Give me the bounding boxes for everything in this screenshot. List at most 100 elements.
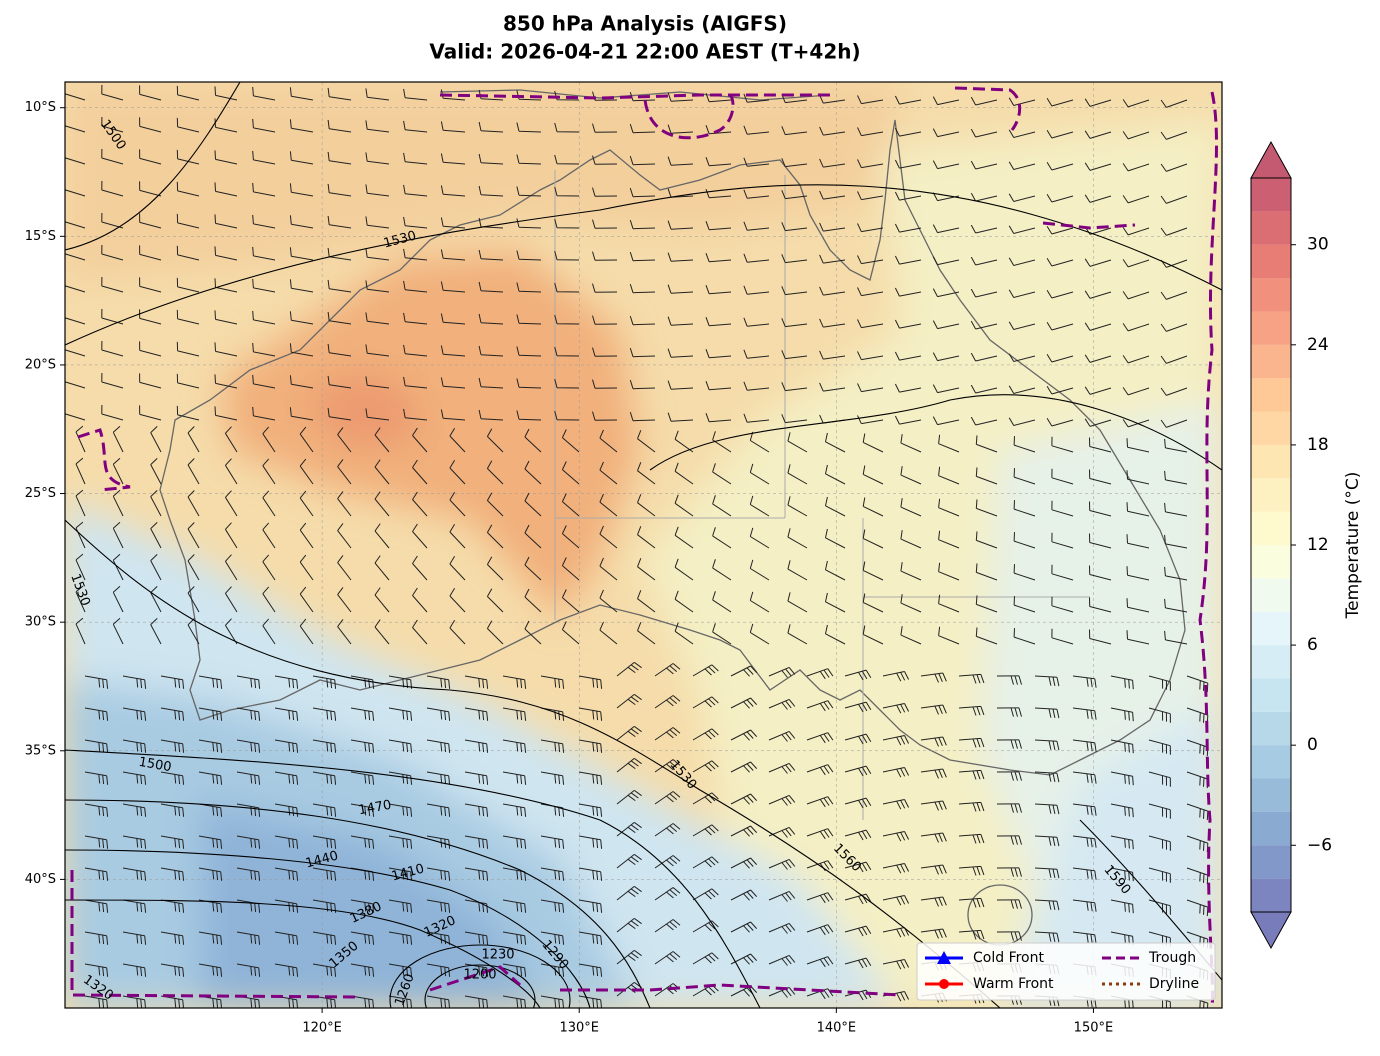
- wind-barb: [214, 150, 238, 165]
- wind-barb: [554, 250, 580, 261]
- wind-barb: [1008, 385, 1036, 394]
- wind-barb: [819, 350, 846, 360]
- wind-barb: [578, 771, 603, 785]
- wind-barb: [464, 899, 489, 913]
- wind-barb: [337, 491, 352, 517]
- wind-barb: [252, 182, 276, 197]
- wind-barb: [629, 315, 656, 326]
- wind-barb: [176, 213, 200, 229]
- wind-barb: [825, 528, 846, 549]
- wind-barb: [403, 88, 428, 101]
- wind-barb: [768, 986, 796, 998]
- wind-barb: [844, 669, 872, 681]
- wind-barb: [139, 373, 162, 389]
- wind-barb: [654, 759, 681, 773]
- colorbar-band: [1251, 344, 1291, 379]
- wind-barb: [862, 561, 884, 581]
- wind-barb: [412, 427, 428, 453]
- wind-barb: [236, 931, 261, 945]
- wind-barb: [214, 246, 238, 261]
- wind-barb: [214, 86, 238, 101]
- wind-barb: [299, 426, 314, 453]
- wind-barb: [312, 771, 337, 785]
- wind-barb: [365, 88, 390, 101]
- wind-barb: [712, 623, 732, 645]
- wind-barb: [176, 117, 200, 133]
- wind-barb: [857, 127, 884, 137]
- wind-barb: [692, 696, 719, 709]
- wind-barb: [743, 317, 770, 327]
- wind-barb: [312, 867, 337, 881]
- wind-barb: [637, 590, 656, 613]
- wind-barb: [894, 159, 922, 169]
- wind-barb: [464, 771, 489, 785]
- wind-barb: [857, 351, 884, 361]
- wind-barb: [787, 624, 808, 645]
- wind-barb: [1046, 386, 1074, 395]
- wind-barb: [464, 867, 489, 881]
- wind-barb: [374, 491, 390, 517]
- wind-barb: [516, 186, 542, 197]
- new-guinea-coast: [439, 89, 831, 101]
- wind-barb: [1089, 629, 1112, 645]
- wind-barb: [1084, 130, 1112, 139]
- wind-barb: [365, 216, 390, 229]
- wind-barb: [122, 803, 147, 817]
- map-field: 1500153015301500147014401410138013501320…: [65, 82, 1222, 1008]
- wind-barb: [327, 215, 352, 229]
- legend-box: [916, 942, 1216, 1001]
- wind-barb: [578, 835, 603, 849]
- wind-barb: [327, 151, 352, 165]
- contour: [389, 944, 571, 1008]
- wind-barb: [958, 769, 985, 780]
- wind-barb: [1122, 323, 1150, 332]
- wind-barb: [524, 620, 542, 645]
- wind-barb: [289, 311, 314, 325]
- wind-barb: [1186, 803, 1209, 821]
- wind-barb: [198, 707, 223, 721]
- wind-barb: [996, 739, 1022, 749]
- wind-barb: [426, 707, 451, 721]
- wind-barb: [599, 525, 618, 549]
- wind-barb: [996, 931, 1022, 941]
- wind-barb: [516, 122, 542, 133]
- contour: [649, 394, 1222, 471]
- wind-barb: [882, 959, 910, 970]
- wind-barb: [516, 410, 542, 421]
- wind-barb: [787, 432, 808, 453]
- wind-barb: [478, 121, 504, 133]
- wind-barb: [252, 374, 276, 389]
- wind-barb: [122, 675, 147, 689]
- wind-barb: [932, 128, 960, 138]
- wind-barb: [1148, 771, 1171, 787]
- wind-barb: [524, 492, 542, 517]
- wind-barb: [932, 384, 960, 394]
- wind-barb: [1164, 470, 1188, 485]
- wind-barb: [1046, 194, 1074, 203]
- wind-barb: [327, 279, 352, 293]
- wind-barb: [75, 489, 86, 517]
- wind-barb: [486, 620, 504, 645]
- wind-barb: [440, 377, 466, 389]
- wind-barb: [122, 931, 147, 945]
- wind-barb: [224, 458, 238, 485]
- wind-barb: [806, 700, 834, 712]
- wind-barb: [502, 867, 527, 881]
- wind-barb: [365, 376, 390, 389]
- wind-barb: [894, 319, 922, 329]
- wind-barb: [176, 277, 200, 293]
- wind-barb: [1164, 630, 1188, 645]
- wind-barb: [819, 318, 846, 328]
- trough: [1042, 221, 1136, 230]
- wind-barb: [857, 287, 884, 297]
- wind-barb: [262, 426, 276, 453]
- wind-barb: [629, 283, 656, 294]
- wind-barb: [616, 885, 642, 901]
- wind-barb: [882, 895, 910, 906]
- wind-barb: [825, 592, 846, 613]
- wind-barb: [224, 586, 238, 613]
- wind-barb: [374, 555, 390, 581]
- wind-barb: [674, 526, 694, 549]
- wind-barb: [1160, 99, 1188, 108]
- wind-barb: [1160, 387, 1188, 396]
